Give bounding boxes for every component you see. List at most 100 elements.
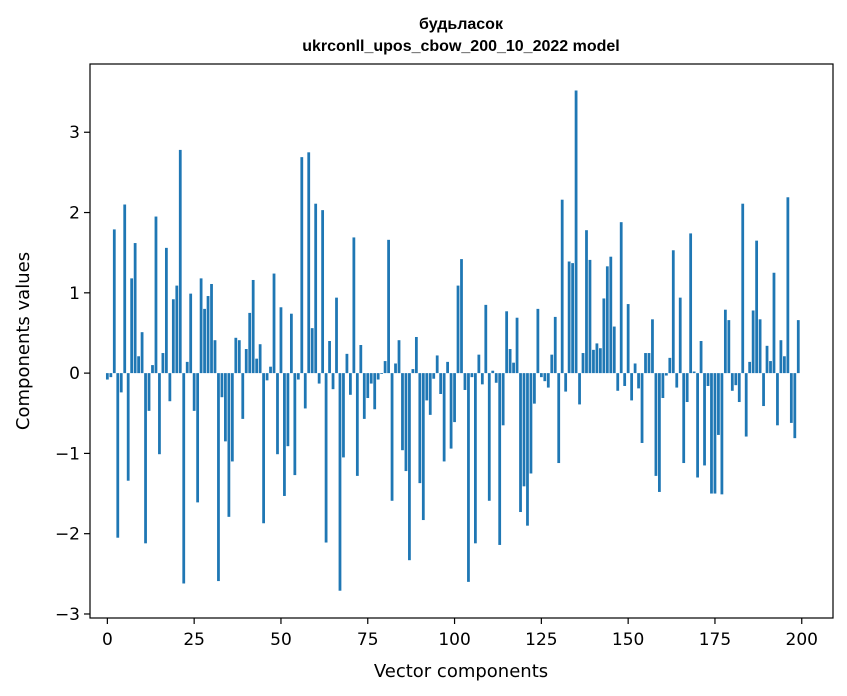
bar	[359, 345, 363, 374]
x-tick-label: 25	[183, 630, 205, 650]
bar	[355, 373, 359, 476]
y-tick-label: −1	[55, 444, 80, 464]
bar	[414, 336, 418, 374]
x-tick-label: 125	[525, 630, 557, 650]
bar	[178, 149, 182, 374]
bar	[196, 373, 200, 503]
bar	[581, 353, 585, 374]
bar	[786, 197, 790, 374]
bar	[505, 311, 509, 374]
x-axis-ticks: 0 25 50 75 100 125 150 175 200	[102, 618, 818, 650]
bar	[401, 373, 404, 451]
bar	[105, 373, 109, 380]
bar	[289, 313, 293, 374]
bar	[467, 373, 470, 582]
bar	[592, 349, 595, 374]
bar	[710, 373, 713, 494]
bar	[585, 230, 588, 374]
bar	[741, 203, 745, 374]
bar	[678, 297, 682, 374]
bar	[206, 296, 210, 374]
bar	[376, 373, 380, 380]
bar	[324, 373, 328, 543]
bar	[203, 308, 206, 374]
bar	[658, 373, 661, 492]
bar	[366, 373, 370, 399]
y-tick-label: 0	[69, 364, 80, 384]
bar	[727, 320, 731, 374]
bar	[522, 373, 526, 487]
bar	[706, 373, 710, 386]
bar	[435, 355, 439, 374]
bar	[151, 365, 154, 374]
bar	[567, 261, 571, 374]
bar	[477, 354, 481, 374]
bar	[550, 354, 554, 374]
bar	[428, 373, 432, 415]
bar	[748, 361, 752, 374]
bar	[696, 373, 699, 478]
bar	[612, 326, 616, 374]
bar	[262, 373, 265, 524]
chart-title: будьласок	[419, 16, 504, 33]
bar	[352, 237, 356, 374]
bar	[512, 362, 515, 374]
bar	[734, 373, 738, 386]
bar	[574, 90, 578, 374]
bar	[321, 210, 325, 374]
plot-frame	[89, 63, 834, 619]
bar	[689, 233, 693, 374]
bar	[703, 373, 706, 466]
bar	[675, 373, 679, 388]
bar	[147, 373, 151, 411]
bar	[588, 259, 592, 374]
bar	[269, 366, 272, 374]
bar	[338, 373, 342, 591]
x-tick-label: 175	[699, 630, 731, 650]
bar	[397, 340, 401, 374]
bar	[217, 373, 220, 582]
bar	[126, 373, 130, 481]
bar	[314, 203, 318, 374]
bar	[519, 373, 522, 513]
bar	[751, 310, 755, 374]
bar	[637, 373, 640, 389]
bar	[661, 373, 665, 399]
bar	[345, 353, 349, 374]
bar	[553, 316, 557, 374]
bar	[383, 361, 387, 374]
bar	[682, 373, 686, 464]
bar	[501, 373, 505, 426]
bar	[300, 157, 304, 374]
bar	[630, 373, 634, 401]
bar	[182, 373, 186, 584]
x-tick-label: 100	[438, 630, 470, 650]
chart-subtitle: ukrconll_upos_cbow_200_10_2022 model	[302, 38, 619, 55]
bar	[168, 373, 172, 402]
y-tick-label: 2	[69, 204, 80, 224]
bar	[539, 373, 543, 378]
bar	[560, 199, 564, 374]
bar	[272, 273, 276, 374]
bar	[762, 373, 765, 407]
bar	[713, 373, 717, 494]
bar	[616, 373, 620, 391]
bar	[508, 349, 512, 374]
bar	[744, 373, 748, 437]
bar	[119, 373, 123, 393]
bar	[644, 353, 647, 374]
bar	[255, 358, 259, 374]
x-tick-label: 0	[102, 630, 113, 650]
bar	[654, 373, 658, 476]
bar	[529, 373, 533, 474]
bar	[494, 373, 498, 383]
bar	[605, 266, 609, 374]
bar	[328, 341, 331, 374]
bar	[276, 373, 279, 455]
bar	[331, 373, 335, 390]
bar	[390, 373, 394, 501]
bar	[310, 328, 314, 374]
bar	[175, 285, 179, 374]
bar	[595, 343, 599, 374]
bar	[387, 239, 390, 374]
